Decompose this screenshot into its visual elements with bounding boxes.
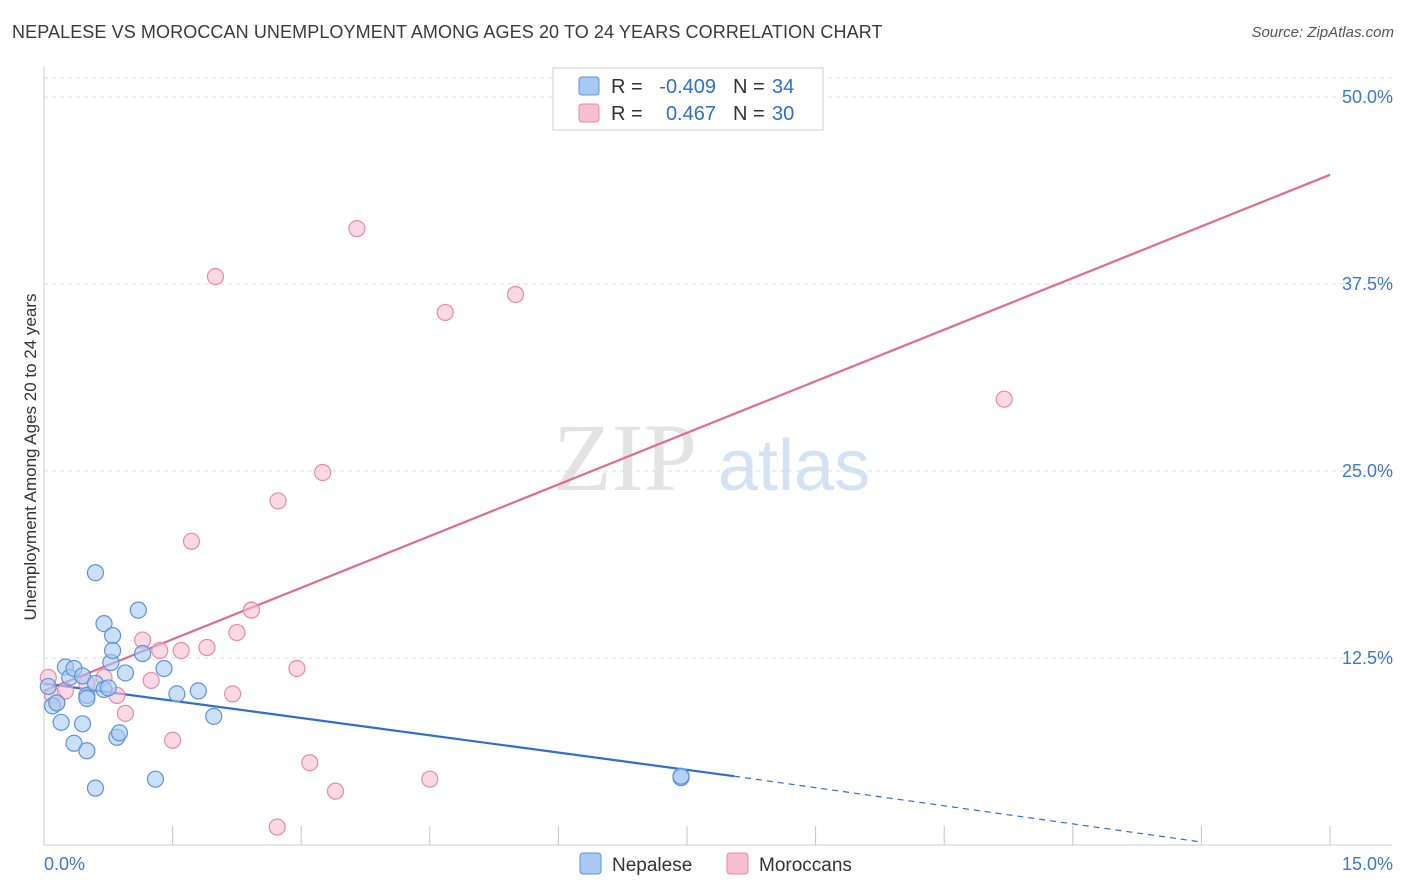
y-tick-label: 37.5% bbox=[1342, 274, 1393, 294]
moroccan-swatch bbox=[578, 103, 600, 123]
moroccan-point bbox=[301, 754, 319, 772]
moroccan-point bbox=[348, 220, 366, 238]
nepalese-point bbox=[129, 601, 147, 619]
nepalese-point bbox=[133, 644, 152, 663]
moroccan-point bbox=[164, 731, 182, 749]
nepalese-point bbox=[39, 677, 57, 696]
nepalese-point bbox=[48, 694, 66, 712]
moroccan-point bbox=[436, 303, 454, 322]
watermark-atlas: atlas bbox=[718, 426, 870, 506]
nepalese-trend-extension bbox=[734, 775, 1202, 843]
nepalese-point bbox=[99, 679, 117, 697]
nepalese-point bbox=[65, 734, 83, 752]
legend-nepalese-label: Nepalese bbox=[612, 855, 692, 876]
nepalese-point bbox=[86, 564, 105, 582]
nepalese-point bbox=[103, 641, 122, 660]
axes bbox=[43, 66, 1392, 846]
nepalese-point bbox=[73, 667, 92, 685]
y-tick-label: 50.0% bbox=[1342, 87, 1393, 107]
nepalese-r-label: R = bbox=[611, 76, 643, 98]
nepalese-point bbox=[86, 779, 105, 797]
y-tick-label: 25.0% bbox=[1342, 461, 1393, 481]
nepalese-point bbox=[110, 724, 129, 742]
x-tick-label: 15.0% bbox=[1342, 854, 1393, 874]
moroccan-point bbox=[151, 641, 169, 660]
nepalese-point bbox=[78, 742, 96, 760]
nepalese-trend-line bbox=[43, 682, 735, 778]
chart-title: NEPALESE VS MOROCCAN UNEMPLOYMENT AMONG … bbox=[12, 22, 883, 42]
nepalese-point bbox=[52, 713, 70, 731]
legend-nepalese-swatch bbox=[579, 852, 602, 875]
moroccan-point bbox=[206, 267, 225, 286]
moroccan-point bbox=[995, 390, 1013, 408]
moroccan-r-label: R = bbox=[611, 103, 643, 125]
x-tick-label: 0.0% bbox=[44, 854, 85, 874]
moroccan-n-value: 30 bbox=[772, 103, 794, 125]
legend-moroccan-label: Moroccans bbox=[759, 855, 852, 876]
moroccan-point bbox=[288, 659, 306, 678]
nepalese-point bbox=[168, 685, 186, 703]
nepalese-n-value: 34 bbox=[772, 76, 794, 98]
source-credit: Source: ZipAtlas.com bbox=[1251, 24, 1394, 41]
nepalese-point bbox=[116, 664, 135, 682]
trend-lines bbox=[43, 173, 1331, 843]
nepalese-point bbox=[146, 770, 165, 788]
moroccan-point bbox=[224, 685, 242, 703]
moroccan-point bbox=[268, 818, 286, 836]
moroccan-trend-line bbox=[43, 173, 1331, 692]
nepalese-point bbox=[155, 659, 173, 678]
bottom-legend: Nepalese Moroccans bbox=[579, 852, 852, 876]
data-points bbox=[39, 220, 1013, 836]
moroccan-point bbox=[198, 638, 216, 657]
nepalese-r-value: -0.409 bbox=[659, 76, 716, 98]
moroccan-point bbox=[172, 641, 190, 660]
moroccan-point bbox=[314, 463, 332, 482]
nepalese-point bbox=[73, 715, 92, 733]
moroccan-r-value: 0.467 bbox=[666, 103, 716, 125]
moroccan-point bbox=[242, 601, 261, 619]
moroccan-point bbox=[228, 623, 246, 642]
grid-lines bbox=[44, 77, 1392, 659]
moroccan-point bbox=[182, 532, 201, 550]
y-axis-title: Unemployment Among Ages 20 to 24 years bbox=[21, 294, 40, 621]
axis-ticks: 12.5% 25.0% 37.5% 50.0% 0.0% 15.0% bbox=[44, 87, 1393, 874]
moroccan-point bbox=[142, 671, 160, 690]
moroccan-point bbox=[506, 285, 525, 304]
moroccan-n-label: N = bbox=[733, 103, 765, 125]
nepalese-point bbox=[205, 707, 223, 725]
nepalese-point bbox=[672, 767, 690, 785]
legend-moroccan-swatch bbox=[726, 852, 749, 875]
nepalese-n-label: N = bbox=[733, 76, 765, 98]
nepalese-point bbox=[95, 614, 113, 633]
stats-legend: R = -0.409 N = 34 R = 0.467 N = 30 bbox=[552, 67, 824, 131]
nepalese-point bbox=[103, 626, 122, 645]
nepalese-point bbox=[78, 689, 96, 707]
nepalese-swatch bbox=[578, 76, 600, 96]
moroccan-point bbox=[421, 770, 439, 788]
y-tick-label: 12.5% bbox=[1342, 648, 1393, 668]
moroccan-point bbox=[269, 492, 287, 510]
moroccan-point bbox=[116, 704, 135, 722]
moroccan-point bbox=[326, 782, 345, 800]
nepalese-point bbox=[189, 682, 207, 700]
